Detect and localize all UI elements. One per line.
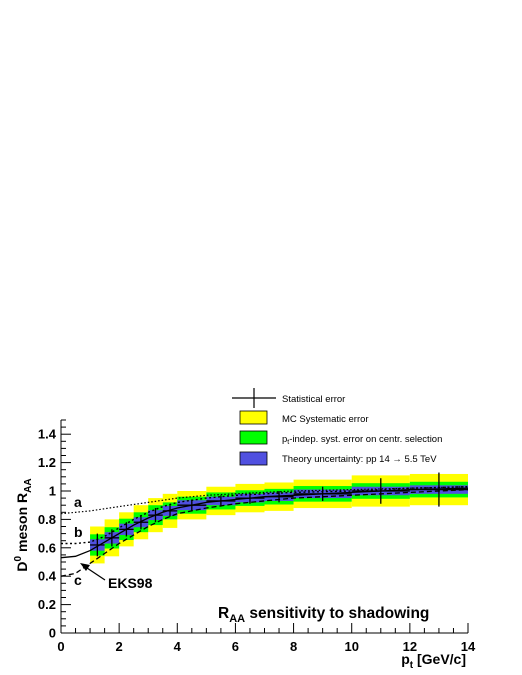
x-ticks: 0 2 4 6 8 10 12 14 [57, 623, 476, 654]
eks98-arrow [80, 563, 106, 581]
data-point-5 [162, 505, 178, 517]
data-point-4 [148, 508, 163, 523]
legend-theory-label: Theory uncertainty: pp 14 → 5.5 TeV [282, 454, 437, 465]
legend-mc-syst-label: MC Systematic error [282, 414, 369, 425]
y-tick-label-7: 1.4 [38, 427, 57, 442]
x-tick-label-3: 6 [232, 639, 239, 654]
data-point-3 [133, 515, 149, 530]
eks98-label: EKS98 [108, 575, 153, 591]
data-point-6 [177, 499, 207, 511]
shadowing-annotation: RAA sensitivity to shadowing [218, 605, 429, 625]
y-tick-label-3: 0.6 [38, 540, 56, 555]
curve-c [60, 488, 469, 577]
y-tick-label-0: 0 [49, 626, 56, 641]
y-tick-label-5: 1 [49, 484, 56, 499]
legend-mc-syst-swatch [239, 410, 268, 425]
x-tick-label-0: 0 [57, 639, 64, 654]
legend-pt-indep-swatch [239, 430, 268, 445]
data-point-1 [104, 529, 120, 547]
x-tick-label-7: 14 [461, 639, 476, 654]
legend-pt-indep-label: pt-indep. syst. error on centr. selectio… [282, 434, 442, 446]
x-axis-title: pt [GeV/c] [401, 651, 466, 671]
data-point-8 [235, 492, 265, 504]
x-tick-label-4: 8 [290, 639, 297, 654]
x-tick-label-2: 4 [174, 639, 182, 654]
data-point-7 [206, 495, 236, 507]
curve-label-a: a [74, 494, 82, 510]
data-point-9 [264, 491, 294, 503]
data-point-12 [409, 472, 468, 507]
y-tick-label-6: 1.2 [38, 455, 56, 470]
curve-label-c: c [74, 572, 82, 588]
y-tick-label-4: 0.8 [38, 512, 56, 527]
legend-theory-swatch [239, 451, 268, 466]
data-point-10 [293, 486, 352, 501]
legend: Statistical error MC Systematic error pt… [232, 388, 442, 466]
y-ticks: 0 0.2 0.4 0.6 0.8 1 1.2 1.4 [38, 419, 71, 641]
x-tick-label-1: 2 [116, 639, 123, 654]
curve-label-b: b [74, 524, 83, 540]
legend-stat-symbol [232, 388, 276, 408]
y-tick-label-1: 0.2 [38, 597, 56, 612]
y-axis-title: D0 meson RAA [13, 478, 34, 571]
x-tick-label-5: 10 [344, 639, 358, 654]
stat-error-bars [90, 472, 468, 557]
data-point-0 [90, 533, 105, 557]
x-tick-label-6: 12 [403, 639, 417, 654]
data-point-11 [351, 478, 410, 504]
y-tick-label-2: 0.4 [38, 569, 57, 584]
legend-stat-label: Statistical error [282, 394, 345, 405]
data-point-2 [119, 522, 134, 537]
